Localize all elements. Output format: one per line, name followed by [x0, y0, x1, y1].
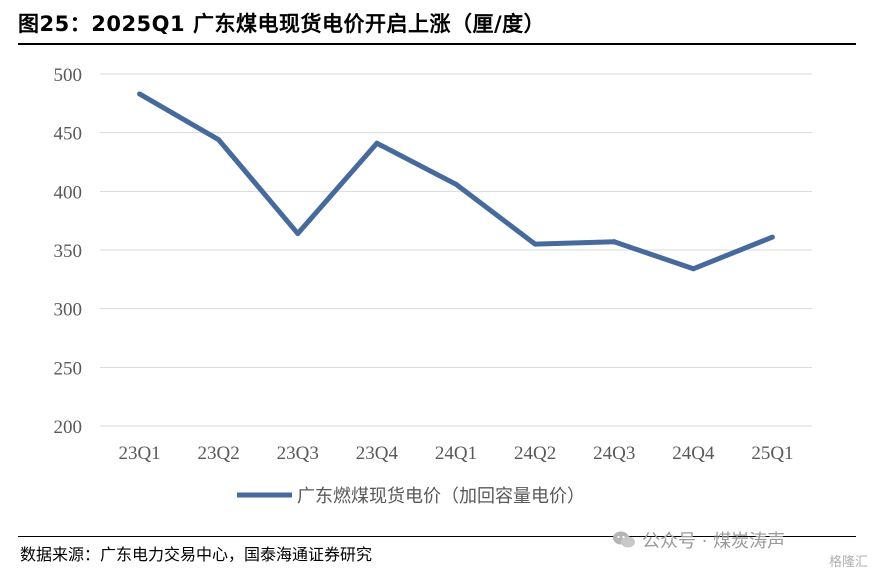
- footer-divider: [18, 536, 856, 537]
- y-tick-label: 500: [54, 65, 83, 86]
- y-tick-label: 350: [54, 241, 83, 262]
- series-layer: [137, 91, 775, 272]
- wechat-icon: [612, 530, 636, 555]
- x-tick-label: 24Q4: [672, 443, 715, 464]
- x-axis-ticks: 23Q1 23Q2 23Q3 23Q4 24Q1 24Q2 24Q3 24Q4 25Q1: [118, 443, 793, 464]
- grid-lines: [100, 73, 812, 427]
- x-tick-label: 23Q2: [198, 443, 240, 464]
- x-tick-label: 23Q1: [118, 443, 160, 464]
- watermark-text: 公众号 · 煤炭涛声: [642, 531, 786, 552]
- data-point: [453, 181, 459, 187]
- x-tick-label: 23Q3: [277, 443, 319, 464]
- y-tick-label: 250: [54, 358, 83, 379]
- data-point: [532, 241, 538, 247]
- x-tick-label: 24Q2: [514, 443, 556, 464]
- data-point: [374, 140, 380, 146]
- data-point: [769, 234, 775, 240]
- y-axis-ticks: 200 250 300 350 400 450 500: [54, 65, 83, 438]
- x-tick-label: 23Q4: [356, 443, 399, 464]
- x-tick-label: 24Q1: [435, 443, 477, 464]
- x-tick-label: 24Q3: [593, 443, 635, 464]
- figure-title: 图25：2025Q1 广东煤电现货电价开启上涨（厘/度）: [18, 12, 546, 36]
- x-tick-label: 25Q1: [751, 443, 793, 464]
- y-tick-label: 300: [54, 300, 83, 321]
- legend-label: 广东燃煤现货电价（加回容量电价）: [297, 486, 585, 507]
- data-point: [611, 239, 617, 245]
- line-chart: 200 250 300 350 400 450 500 23Q1 23Q2 23Q3 23Q4 24…: [54, 65, 812, 507]
- corner-watermark: 格隆汇: [828, 555, 868, 570]
- data-source: 数据来源：广东电力交易中心，国泰海通证券研究: [20, 545, 373, 564]
- data-point: [690, 266, 696, 272]
- y-tick-label: 450: [54, 124, 83, 145]
- data-point: [137, 91, 143, 97]
- data-point: [216, 137, 222, 143]
- watermark: 公众号 · 煤炭涛声: [612, 527, 785, 555]
- series-line: [138, 91, 774, 272]
- title-divider: [18, 43, 856, 45]
- y-tick-label: 200: [54, 417, 83, 438]
- data-point: [295, 231, 301, 237]
- legend: 广东燃煤现货电价（加回容量电价）: [237, 486, 585, 507]
- y-tick-label: 400: [54, 182, 83, 203]
